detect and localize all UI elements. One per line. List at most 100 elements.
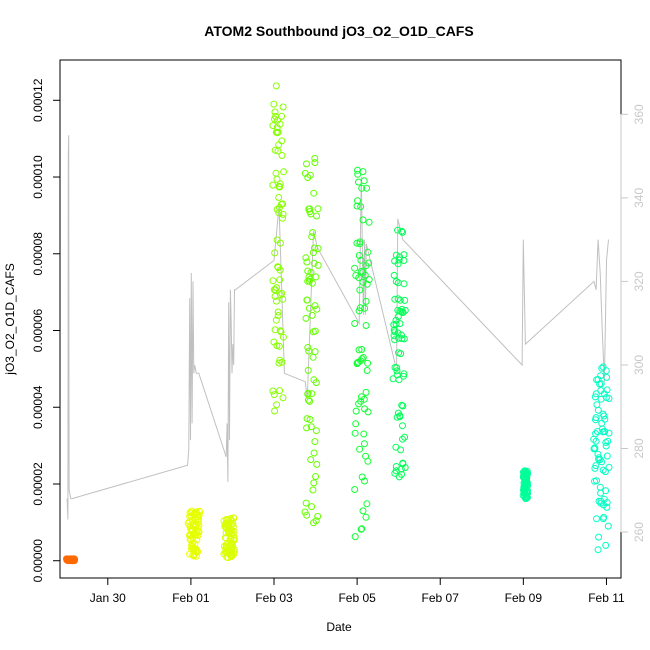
data-point [269, 387, 277, 395]
data-point [393, 367, 401, 375]
data-point [306, 397, 314, 405]
data-point [312, 427, 320, 435]
data-point [275, 342, 283, 350]
data-point [355, 274, 363, 282]
data-point [602, 442, 610, 450]
data-point [355, 346, 363, 354]
data-point [193, 536, 201, 544]
data-point [352, 420, 360, 428]
data-point [605, 395, 613, 402]
data-point [310, 259, 318, 267]
data-point [310, 479, 318, 487]
data-point [362, 388, 370, 396]
data-point [273, 284, 280, 292]
data-point [365, 218, 373, 226]
data-point [364, 248, 372, 256]
data-point [358, 184, 366, 192]
data-point [364, 359, 372, 367]
data-point [356, 304, 364, 312]
data-point [229, 531, 237, 539]
data-point [312, 379, 320, 387]
scatter-series [63, 82, 613, 565]
data-point [360, 177, 368, 185]
data-point [190, 552, 198, 560]
data-point [278, 152, 286, 159]
data-point [398, 401, 406, 409]
data-point [275, 194, 283, 201]
data-point [396, 296, 404, 304]
data-point [359, 354, 367, 361]
data-point [393, 371, 401, 379]
data-point [360, 430, 368, 438]
y2-axis: 260 280 300 320 340 360 [620, 104, 646, 542]
data-point [271, 407, 279, 415]
data-point [361, 304, 369, 312]
data-point [280, 168, 288, 176]
data-point [276, 356, 284, 364]
data-point [309, 486, 317, 494]
data-point [399, 228, 406, 236]
data-point [195, 518, 203, 526]
data-point [270, 391, 278, 399]
data-point [392, 278, 400, 285]
data-point [279, 200, 287, 208]
data-point [364, 408, 372, 416]
data-point [312, 517, 320, 525]
data-point [399, 422, 406, 430]
data-point [276, 180, 284, 188]
data-point [314, 512, 322, 520]
data-point [399, 460, 407, 468]
data-point [278, 358, 286, 366]
data-point [605, 463, 613, 471]
x-tick-label: Feb 09 [505, 591, 543, 605]
data-point [306, 205, 314, 213]
data-point [279, 214, 286, 222]
data-point [592, 437, 600, 445]
data-point [229, 523, 237, 531]
data-point [307, 423, 315, 431]
data-point [590, 445, 598, 453]
data-point [595, 533, 603, 541]
data-point [274, 128, 282, 136]
data-point [306, 171, 314, 179]
data-point [230, 545, 238, 553]
data-point [602, 487, 610, 495]
data-point [399, 402, 407, 410]
data-point [592, 430, 600, 438]
data-point [310, 189, 318, 197]
data-point [601, 468, 609, 476]
data-point [399, 309, 407, 316]
data-point [304, 396, 312, 404]
data-point [309, 353, 317, 361]
data-point [361, 271, 369, 279]
data-point [303, 511, 311, 519]
data-point [355, 252, 363, 259]
data-point [394, 329, 402, 337]
data-point [190, 520, 198, 528]
data-point [394, 260, 402, 268]
plot-frame [59, 59, 622, 579]
data-point [308, 233, 316, 241]
data-point [351, 429, 359, 437]
data-point [394, 295, 402, 303]
data-point [269, 181, 277, 189]
data-point [305, 304, 313, 312]
data-point [603, 499, 611, 506]
data-point [394, 279, 402, 287]
data-point [594, 546, 602, 554]
y-tick-label: 0.00000 [31, 539, 45, 583]
data-point [308, 503, 316, 511]
data-point [188, 509, 196, 517]
data-point [272, 316, 280, 324]
data-point [303, 415, 311, 423]
data-point [303, 160, 310, 168]
data-point [359, 216, 367, 224]
data-point [598, 458, 606, 466]
data-point [311, 348, 319, 356]
data-point [270, 100, 278, 108]
data-point [400, 335, 408, 343]
chart-title: ATOM2 Southbound jO3_O2_O1D_CAFS [204, 23, 473, 39]
data-point [272, 297, 280, 305]
data-point [359, 278, 367, 286]
data-point [271, 249, 279, 257]
